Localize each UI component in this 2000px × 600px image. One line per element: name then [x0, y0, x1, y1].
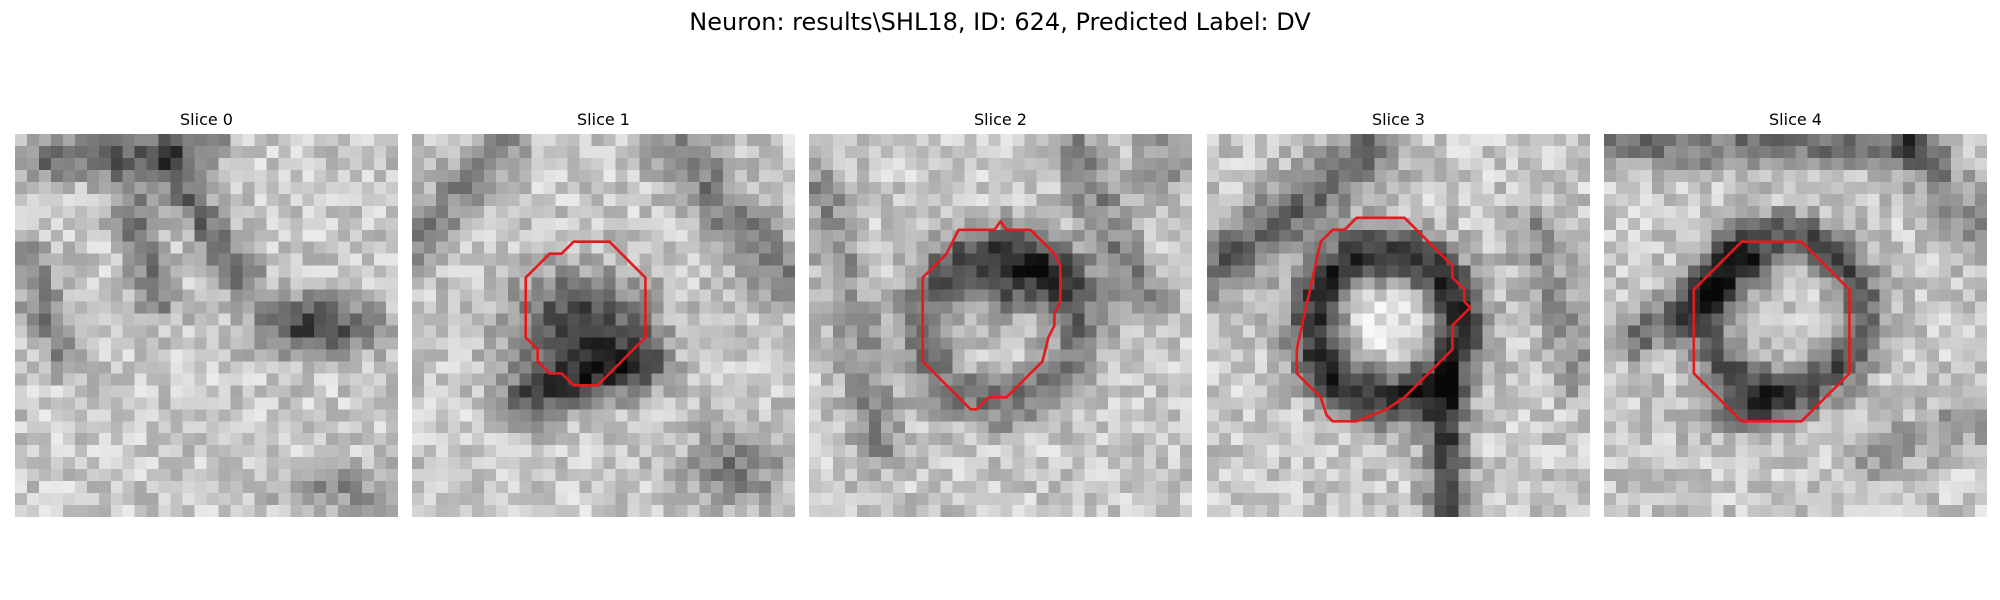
slice-image — [809, 134, 1192, 517]
roi-contour — [1295, 216, 1472, 423]
pixel-grid — [15, 134, 398, 517]
pixel-grid — [1207, 134, 1590, 517]
slice-title: Slice 0 — [180, 110, 233, 129]
slice-image — [412, 134, 795, 517]
roi-contour — [921, 220, 1062, 411]
roi-contour — [1692, 240, 1851, 423]
pixel-grid — [1604, 134, 1987, 517]
slice-title: Slice 2 — [974, 110, 1027, 129]
slice-image — [1207, 134, 1590, 517]
pixel-grid — [412, 134, 795, 517]
figure-title: Neuron: results\SHL18, ID: 624, Predicte… — [689, 8, 1311, 36]
slice-title: Slice 1 — [577, 110, 630, 129]
pixel-grid — [809, 134, 1192, 517]
roi-contour — [524, 240, 647, 387]
slice-title: Slice 4 — [1769, 110, 1822, 129]
slice-image — [15, 134, 398, 517]
slice-title: Slice 3 — [1372, 110, 1425, 129]
slice-image — [1604, 134, 1987, 517]
